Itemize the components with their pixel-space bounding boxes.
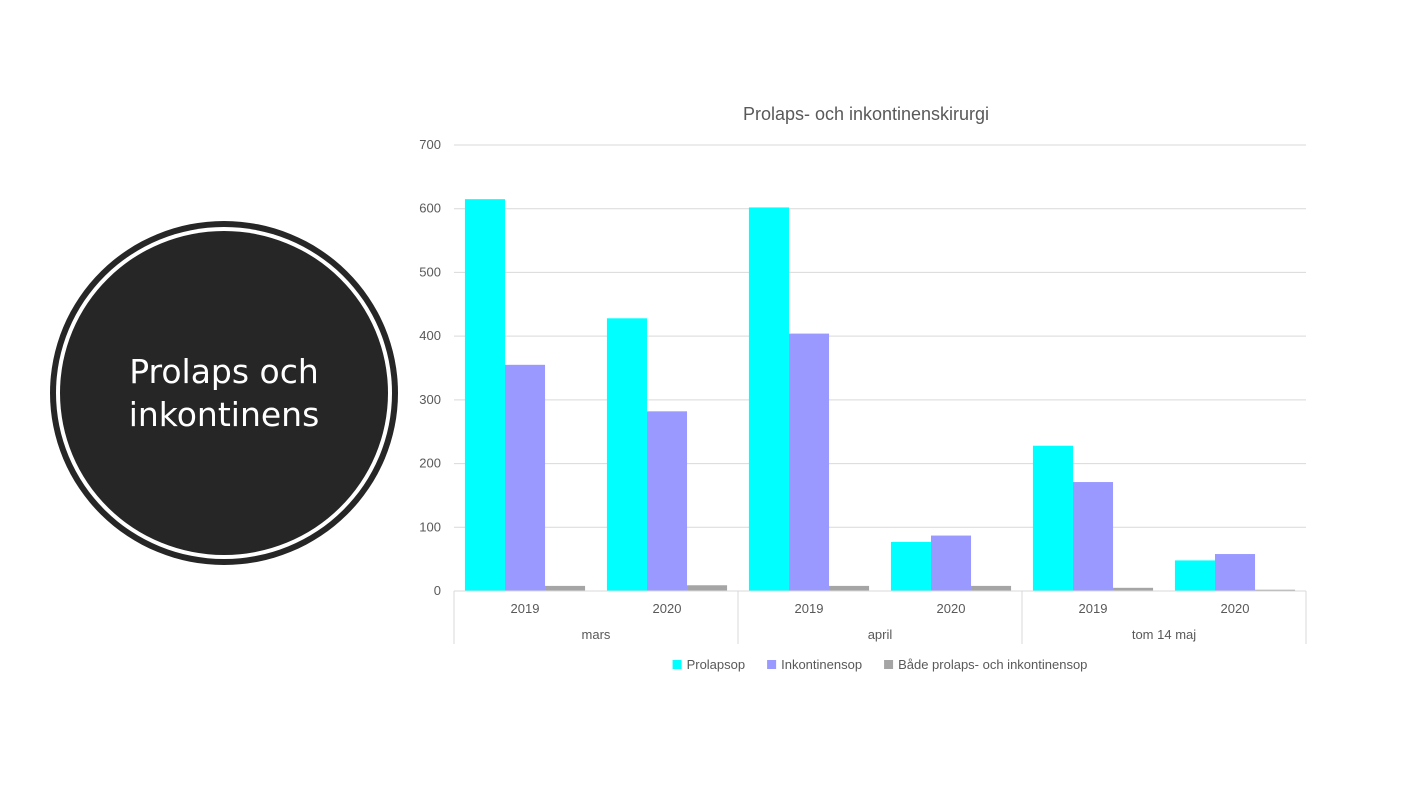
x-tick-label: 2019: [511, 601, 540, 616]
bar: [829, 585, 870, 591]
x-axis: 2019 2020 2019 2020 2019 2020 mars april tom 14 …: [453, 590, 1307, 644]
y-tick-label: 400: [419, 328, 441, 343]
bar: [1032, 445, 1073, 591]
y-tick-label: 200: [419, 456, 441, 471]
group-label: mars: [582, 627, 611, 642]
x-tick-label: 2019: [795, 601, 824, 616]
bar: [687, 585, 728, 591]
bars: [464, 199, 1296, 591]
legend-label: Både prolaps- och inkontinensop: [898, 657, 1087, 672]
chart-title: Prolaps- och inkontinenskirurgi: [743, 104, 989, 124]
bar: [1255, 589, 1296, 591]
legend-label: Inkontinensop: [781, 657, 862, 672]
bar: [464, 199, 505, 591]
x-tick-label: 2019: [1079, 601, 1108, 616]
bar: [930, 535, 972, 591]
group-label: tom 14 maj: [1132, 627, 1196, 642]
legend: Prolapsop Inkontinensop Både prolaps- och …: [672, 657, 1087, 672]
bar: [890, 541, 931, 591]
group-label: april: [868, 627, 893, 642]
legend-swatch: [672, 660, 682, 669]
legend-item: Prolapsop: [672, 657, 746, 672]
title-badge: Prolaps och inkontinens: [60, 231, 388, 555]
gridlines: [454, 144, 1306, 528]
bar: [1113, 587, 1154, 591]
bar: [1214, 554, 1256, 591]
legend-item: Både prolaps- och inkontinensop: [884, 657, 1087, 672]
y-tick-label: 500: [419, 264, 441, 279]
y-tick-label: 0: [434, 583, 441, 598]
bar: [545, 585, 586, 591]
x-tick-label: 2020: [937, 601, 966, 616]
bar: [788, 333, 830, 591]
y-tick-label: 600: [419, 201, 441, 216]
x-tick-label: 2020: [653, 601, 682, 616]
legend-label: Prolapsop: [687, 657, 746, 672]
bar: [646, 411, 688, 591]
bar: [1174, 560, 1215, 591]
slide-title: Prolaps och inkontinens: [129, 350, 320, 436]
bar: [504, 364, 546, 591]
x-tick-label: 2020: [1221, 601, 1250, 616]
y-tick-label: 300: [419, 392, 441, 407]
legend-item: Inkontinensop: [767, 657, 862, 672]
slide-title-line-2: inkontinens: [128, 395, 320, 434]
y-axis: 0 100 200 300 400 500 600 700: [419, 137, 441, 598]
bar: [606, 318, 647, 591]
bar: [971, 585, 1012, 591]
slide-title-line-1: Prolaps och: [129, 352, 319, 391]
legend-swatch: [767, 660, 777, 669]
legend-swatch: [884, 660, 894, 669]
bar: [1072, 482, 1114, 591]
y-tick-label: 100: [419, 519, 441, 534]
bar: [748, 207, 789, 591]
y-tick-label: 700: [419, 137, 441, 152]
